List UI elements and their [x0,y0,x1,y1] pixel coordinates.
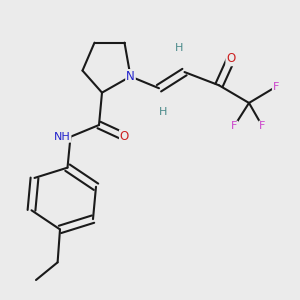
Text: F: F [231,122,237,131]
Text: NH: NH [54,132,70,142]
Text: F: F [273,82,279,92]
Text: H: H [159,107,168,117]
Text: F: F [259,122,266,131]
Text: H: H [175,43,184,53]
Text: O: O [226,52,236,65]
Text: N: N [126,70,135,83]
Text: O: O [120,130,129,143]
